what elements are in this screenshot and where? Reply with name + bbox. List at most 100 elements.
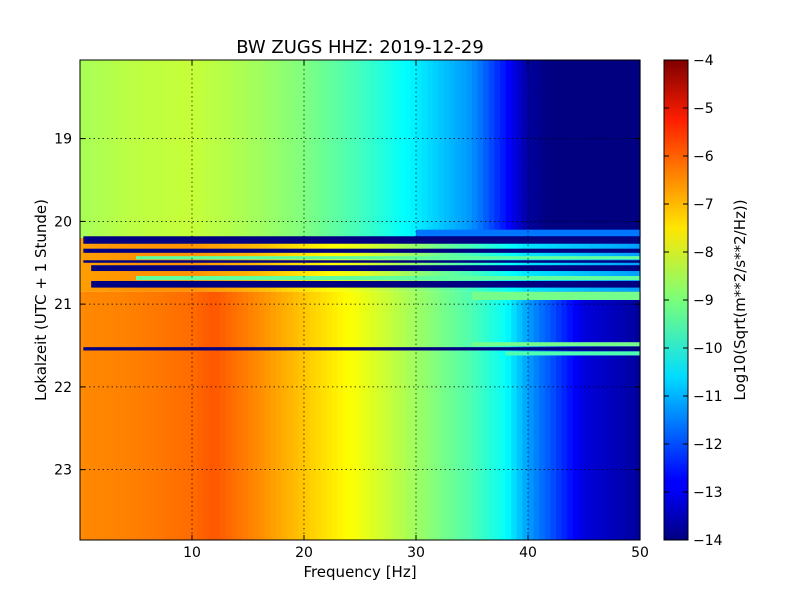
- heatmap-cell: [494, 291, 501, 540]
- heatmap-cell: [326, 60, 333, 238]
- heatmap-cell: [175, 291, 182, 540]
- colorbar-tick-label: −10: [693, 341, 723, 357]
- heatmap-cell: [550, 291, 557, 540]
- x-tick-label: 30: [407, 545, 425, 561]
- heatmap-cell: [567, 291, 574, 540]
- heatmap-cell: [460, 291, 467, 540]
- heatmap-cell: [432, 237, 439, 292]
- heatmap-cell: [343, 237, 350, 292]
- heatmap-cell: [365, 237, 372, 292]
- colorbar-tick-label: −11: [693, 389, 723, 405]
- heatmap-cell: [623, 60, 630, 238]
- heatmap-cell: [483, 237, 490, 292]
- heatmap-cell: [309, 291, 316, 540]
- heatmap-cell: [617, 60, 624, 238]
- heatmap-cell: [516, 291, 523, 540]
- heatmap-cell: [505, 60, 512, 238]
- colorbar-tick-label: −6: [693, 149, 714, 165]
- heatmap-cell: [276, 60, 283, 238]
- heatmap-cell: [511, 60, 518, 238]
- heatmap-cell: [180, 291, 187, 540]
- heatmap-cell: [393, 291, 400, 540]
- heatmap-cell: [320, 291, 327, 540]
- data-gap-band: [91, 280, 640, 288]
- heatmap-cell: [326, 291, 333, 540]
- heatmap-cell: [550, 237, 557, 292]
- heatmap-cell: [404, 60, 411, 238]
- heatmap-cell: [281, 60, 288, 238]
- heatmap-cell: [477, 291, 484, 540]
- heatmap-cell: [119, 291, 126, 540]
- heatmap-cell: [332, 237, 339, 292]
- heatmap-cell: [270, 60, 277, 238]
- heatmap-cell: [544, 237, 551, 292]
- colorbar-tick-label: −14: [693, 533, 723, 549]
- heatmap-cell: [606, 237, 613, 292]
- y-tick-label: 21: [54, 297, 72, 313]
- heatmap-cell: [164, 237, 171, 292]
- heatmap-cell: [500, 237, 507, 292]
- x-tick-label: 50: [631, 545, 649, 561]
- heatmap-cell: [522, 60, 529, 238]
- heatmap-cell: [449, 60, 456, 238]
- heatmap-cell: [612, 237, 619, 292]
- heatmap-cell: [628, 291, 635, 540]
- heatmap-cell: [158, 237, 165, 292]
- heatmap-cell: [365, 291, 372, 540]
- heatmap-cell: [595, 60, 602, 238]
- heatmap-cell: [91, 60, 98, 238]
- heatmap-cell: [214, 237, 221, 292]
- heatmap-cell: [483, 291, 490, 540]
- heatmap-cell: [242, 291, 249, 540]
- heatmap-cell: [259, 291, 266, 540]
- heatmap-cell: [231, 291, 238, 540]
- heatmap-cell: [589, 60, 596, 238]
- heatmap-cell: [259, 237, 266, 292]
- heatmap-cell: [220, 237, 227, 292]
- heatmap-cell: [628, 60, 635, 238]
- heatmap-cell: [208, 237, 215, 292]
- heatmap-cell: [343, 60, 350, 238]
- heatmap-cell: [124, 60, 131, 238]
- heatmap-cell: [253, 237, 260, 292]
- heatmap-cell: [264, 60, 271, 238]
- heatmap-cell: [595, 291, 602, 540]
- data-gap-band: [91, 265, 640, 272]
- heatmap-cell: [231, 237, 238, 292]
- heatmap-cell: [404, 237, 411, 292]
- heatmap-cell: [124, 291, 131, 540]
- heatmap-cell: [141, 60, 148, 238]
- heatmap-cell: [152, 291, 159, 540]
- heatmap-cell: [119, 237, 126, 292]
- heatmap-cell: [186, 60, 193, 238]
- heatmap-cell: [85, 237, 92, 292]
- heatmap-cell: [500, 60, 507, 238]
- spectrogram-heatmap: [80, 60, 641, 540]
- heatmap-cell: [388, 291, 395, 540]
- heatmap-cell: [376, 291, 383, 540]
- heatmap-cell: [108, 291, 115, 540]
- heatmap-cell: [360, 237, 367, 292]
- chart-title: BW ZUGS HHZ: 2019-12-29: [236, 37, 484, 58]
- heatmap-cell: [108, 237, 115, 292]
- heatmap-cell: [634, 237, 641, 292]
- heatmap-cell: [505, 237, 512, 292]
- y-tick-label: 23: [54, 463, 72, 479]
- heatmap-cell: [410, 237, 417, 292]
- heatmap-cell: [472, 60, 479, 238]
- heatmap-cell: [309, 60, 316, 238]
- heatmap-cell: [511, 291, 518, 540]
- heatmap-cell: [606, 60, 613, 238]
- heatmap-cell: [399, 60, 406, 238]
- heatmap-cell: [539, 237, 546, 292]
- heatmap-cell: [197, 291, 204, 540]
- heatmap-cell: [561, 291, 568, 540]
- heatmap-cell: [102, 237, 109, 292]
- heatmap-cell: [175, 237, 182, 292]
- heatmap-cell: [225, 237, 232, 292]
- heatmap-cell: [326, 237, 333, 292]
- heatmap-cell: [192, 60, 199, 238]
- heatmap-cell: [488, 237, 495, 292]
- heatmap-cell: [393, 60, 400, 238]
- heatmap-cell: [416, 291, 423, 540]
